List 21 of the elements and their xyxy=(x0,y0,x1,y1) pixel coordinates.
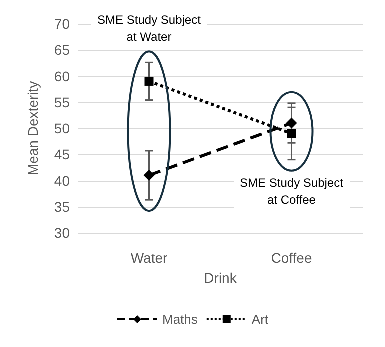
legend-label: Art xyxy=(252,312,269,327)
point xyxy=(144,76,154,86)
y-tick-label: 45 xyxy=(54,146,70,163)
y-tick-label: 30 xyxy=(54,225,70,241)
x-tick-label: Coffee xyxy=(271,250,312,266)
y-tick-label: 55 xyxy=(54,94,70,110)
y-tick-label: 65 xyxy=(54,42,70,58)
y-tick-label: 35 xyxy=(54,198,70,215)
point xyxy=(144,170,155,182)
annotation: SME Study Subject at Coffee xyxy=(234,174,350,209)
legend-label: Maths xyxy=(162,312,198,327)
annotation: SME Study Subject at Water xyxy=(91,12,208,46)
y-axis-title: Mean Dexterity xyxy=(25,81,41,176)
point xyxy=(287,129,296,138)
y-tick-label: 50 xyxy=(54,120,70,136)
y-tick-label: 40 xyxy=(54,172,70,189)
x-axis-title: Drink xyxy=(204,270,238,286)
y-tick-label: 60 xyxy=(54,68,70,84)
y-tick-label: 70 xyxy=(54,16,70,32)
point xyxy=(286,118,298,129)
x-tick-label: Water xyxy=(130,250,168,266)
